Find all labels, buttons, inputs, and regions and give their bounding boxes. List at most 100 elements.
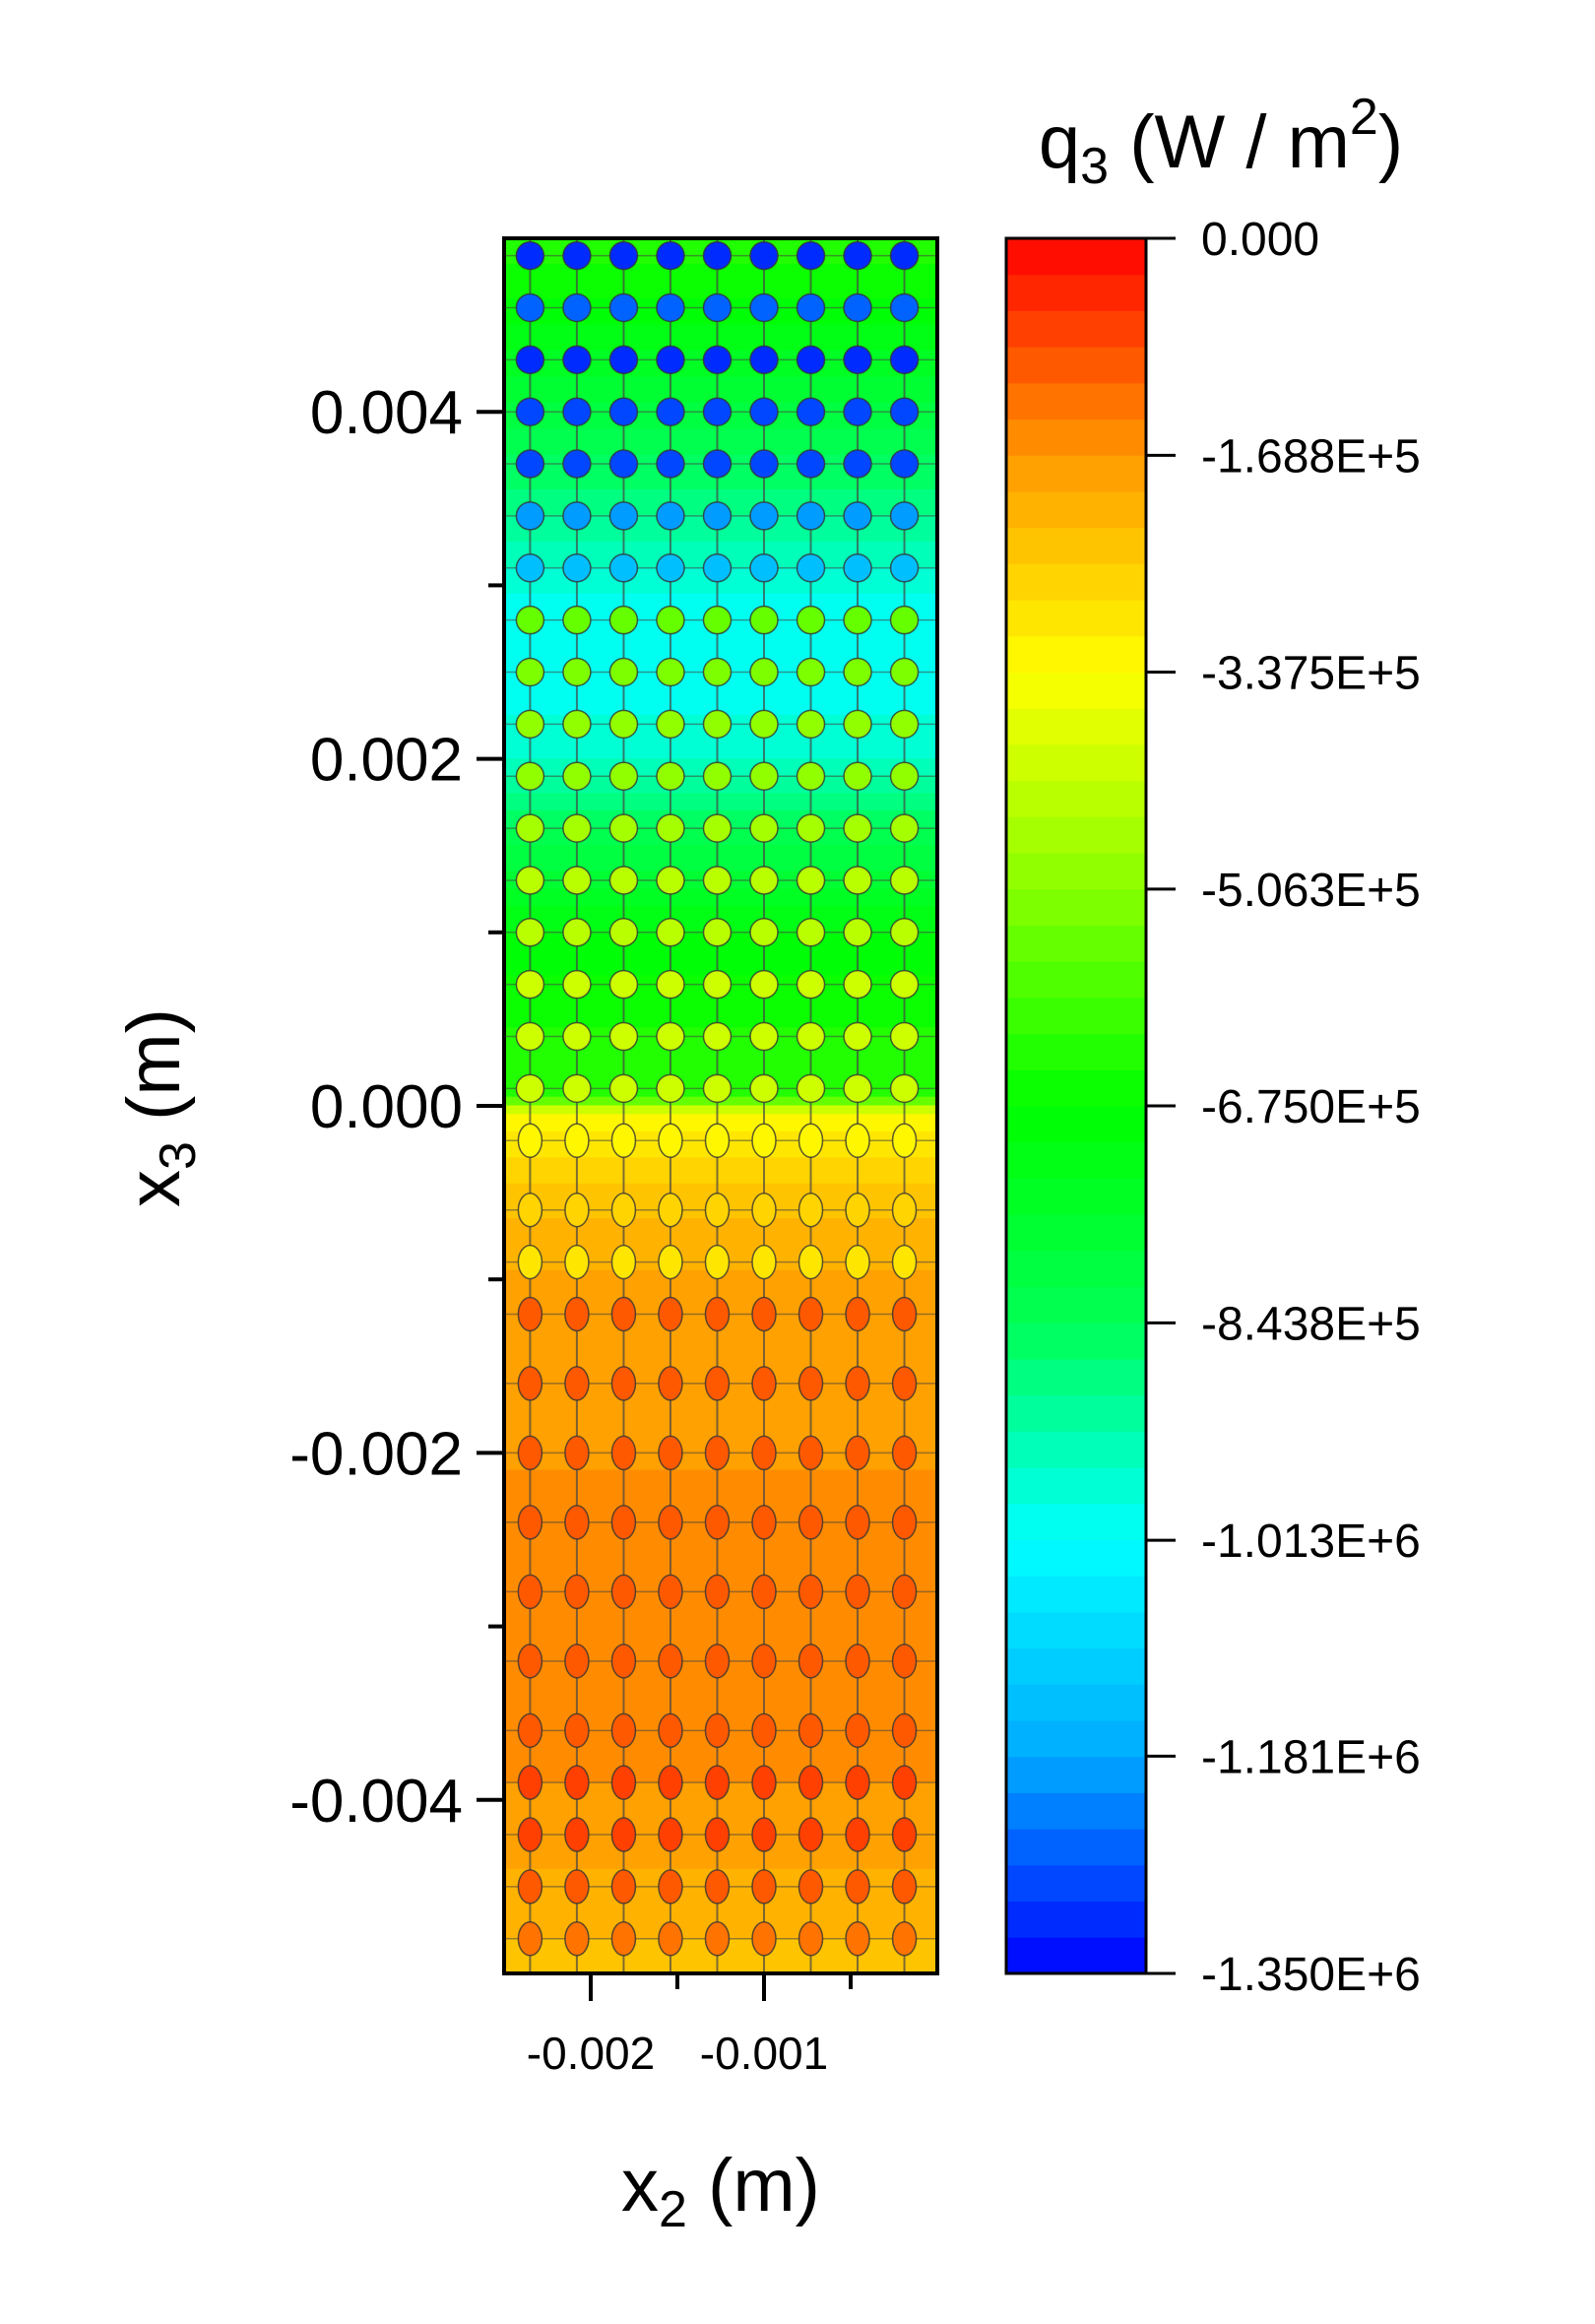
q3-marker [517, 1921, 543, 1957]
q3-marker [610, 1505, 637, 1540]
q3-marker [845, 1574, 870, 1610]
q3-marker [843, 1021, 872, 1052]
q3-marker [610, 1435, 637, 1471]
field-stripe [504, 897, 937, 907]
colorbar-band [1006, 635, 1146, 673]
q3-marker [610, 1817, 637, 1852]
q3-marker [749, 918, 779, 947]
q3-marker [656, 1021, 685, 1052]
q3-marker [843, 709, 872, 740]
q3-marker [843, 657, 872, 687]
q3-marker [798, 1574, 824, 1610]
field-stripe [504, 905, 937, 916]
q3-marker [845, 1192, 870, 1228]
q3-marker [843, 969, 872, 1000]
y-tick-label: -0.004 [289, 1768, 463, 1836]
q3-marker [702, 345, 733, 375]
q3-marker [891, 1123, 918, 1158]
colorbar-tick-label: -8.438E+5 [1201, 1298, 1421, 1350]
q3-marker [656, 345, 685, 375]
q3-marker [845, 1296, 870, 1332]
q3-marker [517, 1869, 543, 1904]
q3-marker [843, 345, 872, 375]
colorbar-tick-label: -1.013E+6 [1201, 1516, 1421, 1568]
q3-marker [517, 1366, 543, 1401]
field-stripe [504, 281, 937, 291]
field-stripe [504, 1278, 937, 1289]
q3-marker [610, 1244, 637, 1280]
field-stripe [504, 1235, 937, 1246]
field-stripe [504, 697, 937, 708]
q3-marker [796, 866, 826, 895]
q3-marker [796, 292, 826, 323]
colorbar-band [1006, 1177, 1146, 1215]
q3-marker [889, 397, 920, 426]
colorbar-band [1006, 815, 1146, 854]
field-stripe [504, 1747, 937, 1758]
q3-marker [658, 1123, 683, 1158]
colorbar-band [1006, 960, 1146, 999]
colorbar-band [1006, 997, 1146, 1035]
field-stripe [504, 1539, 937, 1549]
q3-marker [704, 1435, 731, 1471]
q3-marker [515, 397, 545, 426]
colorbar-band [1006, 346, 1146, 384]
q3-marker [891, 1435, 918, 1471]
q3-marker [564, 1123, 590, 1158]
q3-marker [658, 1817, 683, 1852]
q3-marker [702, 240, 733, 271]
q3-marker [889, 813, 920, 843]
q3-marker [517, 1123, 543, 1158]
q3-marker [796, 657, 826, 687]
field-stripe [504, 948, 937, 959]
q3-markers [504, 238, 937, 1973]
field-stripe [504, 645, 937, 656]
q3-marker [608, 553, 639, 583]
q3-marker [843, 240, 872, 271]
q3-marker [564, 1817, 590, 1852]
q3-marker [843, 813, 872, 843]
q3-marker [798, 1505, 824, 1540]
field-stripe [504, 1911, 937, 1922]
q3-marker [517, 1644, 543, 1679]
q3-marker [564, 1244, 590, 1280]
q3-marker [798, 1869, 824, 1904]
q3-marker [704, 1574, 731, 1610]
q3-marker [656, 969, 685, 1000]
q3-marker [798, 1817, 824, 1852]
q3-marker [564, 1765, 590, 1800]
colorbar-band [1006, 1466, 1146, 1505]
colorbar-band [1006, 599, 1146, 637]
q3-marker [656, 292, 685, 323]
colorbar-band [1006, 1430, 1146, 1468]
y-axis: 0.004 0.002 0.000 -0.002 -0.004 [289, 379, 504, 1836]
q3-marker [562, 449, 592, 479]
q3-marker [796, 240, 826, 271]
colorbar-band [1006, 1068, 1146, 1107]
q3-marker [843, 1073, 872, 1104]
q3-marker [702, 397, 733, 426]
q3-marker [704, 1123, 731, 1158]
field-stripe [504, 1166, 937, 1176]
q3-marker [608, 969, 639, 1000]
q3-marker [798, 1765, 824, 1800]
q3-marker [889, 918, 920, 947]
plot-area [502, 236, 939, 1975]
q3-marker [656, 553, 685, 583]
q3-marker [515, 1021, 545, 1052]
y-tick-label: 0.004 [310, 379, 463, 447]
colorbar-band [1006, 1286, 1146, 1323]
field-stripe [504, 533, 937, 543]
colorbar-band [1006, 1033, 1146, 1070]
colorbar-tick-label: 0.000 [1201, 214, 1319, 266]
colorbar-band [1006, 1105, 1146, 1143]
y-tick-label: 0.000 [310, 1073, 463, 1141]
q3-marker [891, 1817, 918, 1852]
q3-marker [562, 1021, 592, 1052]
field-stripe [504, 1487, 937, 1497]
field-stripe [504, 1904, 937, 1913]
q3-marker [796, 969, 826, 1000]
q3-marker [656, 709, 685, 740]
q3-marker [610, 1644, 637, 1679]
